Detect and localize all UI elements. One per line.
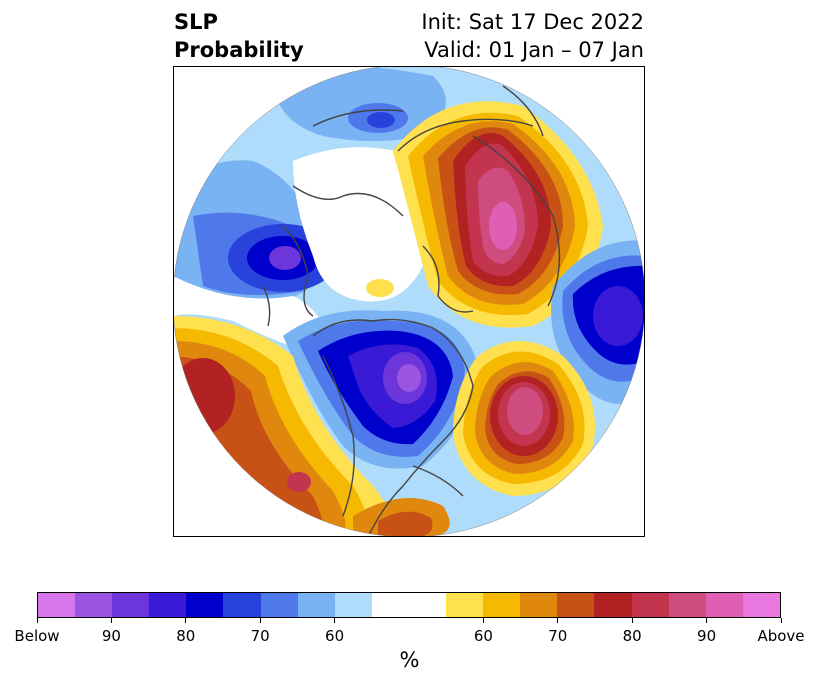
colorbar-tickmark [110,618,112,623]
colorbar-swatch [223,593,261,617]
colorbar-tickmark [557,618,559,623]
colorbar-swatch [520,593,558,617]
colorbar-tickmark [706,618,708,623]
colorbar-tick-label: Below [14,627,60,645]
colorbar-tick-label: 80 [622,627,642,645]
colorbar [37,592,781,618]
colorbar-swatch [446,593,484,617]
above-75-gulf [378,511,433,537]
colorbar-tickmark [780,618,782,623]
below-max-na [397,364,421,392]
colorbar-swatch [742,593,780,617]
colorbar-swatch [149,593,187,617]
colorbar-tick-label: 90 [101,627,121,645]
colorbar-tick-label: 80 [176,627,196,645]
colorbar-tick-label: 60 [325,627,345,645]
colorbar-tickmark [631,618,633,623]
date-info: Init: Sat 17 Dec 2022 Valid: 01 Jan – 07… [421,8,644,64]
below-85-east [593,286,643,346]
colorbar-tickmark [36,618,38,623]
colorbar-tickmark [482,618,484,623]
colorbar-tick-label: Above [757,627,805,645]
above-50-small [366,279,394,297]
colorbar-tick-label: 70 [548,627,568,645]
below-90-west [269,246,301,270]
colorbar-swatch [408,593,447,617]
neutral-center [293,147,431,302]
colorbar-swatch [668,593,706,617]
valid-date: Valid: 01 Jan – 07 Jan [424,38,644,62]
above-90-atlantic [507,387,543,435]
colorbar-swatch [334,593,372,617]
init-date: Init: Sat 17 Dec 2022 [421,10,644,34]
colorbar-tickmark [259,618,261,623]
colorbar-swatch [483,593,521,617]
colorbar-tickmark [185,618,187,623]
colorbar-swatch [112,593,150,617]
title-line-1: SLP [174,10,218,34]
coastlines [262,85,561,537]
colorbar-swatch [186,593,224,617]
above-max-eurasia [489,202,517,250]
colorbar-swatch [371,593,409,617]
map-border [173,66,645,537]
colorbar-swatch [631,593,669,617]
chart-title: SLP Probability [174,8,304,64]
colorbar-swatch [557,593,595,617]
colorbar-tick-label: 60 [473,627,493,645]
colorbar-unit: % [399,648,420,672]
polar-map [173,66,645,537]
colorbar-swatch [75,593,113,617]
colorbar-swatch [297,593,335,617]
colorbar-swatch [594,593,632,617]
probability-field [173,66,645,537]
colorbar-swatch [705,593,743,617]
colorbar-tickmark [334,618,336,623]
colorbar-swatch [38,593,76,617]
colorbar-swatch [260,593,298,617]
title-line-2: Probability [174,38,304,62]
above-85-pacific [287,472,311,492]
colorbar-tick-label: 90 [697,627,717,645]
colorbar-tick-label: 70 [250,627,270,645]
below-80-north [367,112,395,128]
